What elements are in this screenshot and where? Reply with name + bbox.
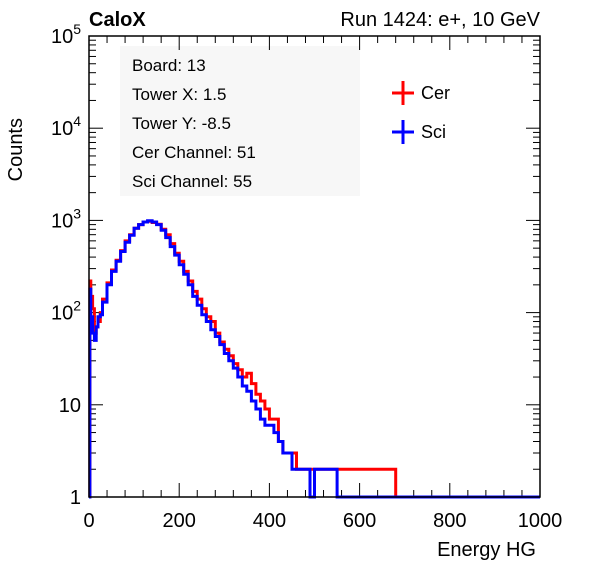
info-box: Board: 13 Tower X: 1.5 Tower Y: -8.5 Cer Ch… [120, 46, 360, 196]
left-title: CaloX [89, 9, 146, 31]
x-axis-label: Energy HG [437, 539, 536, 561]
legend: Cer Sci [392, 81, 450, 144]
x-tick-label: 200 [163, 510, 196, 532]
x-tick-label: 800 [433, 510, 466, 532]
y-tick-label: 104 [51, 113, 81, 140]
y-tick-label: 1 [70, 487, 81, 509]
right-title: Run 1424: e+, 10 GeV [340, 9, 540, 31]
x-tick-label: 0 [83, 510, 94, 532]
info-line: Cer Channel: 51 [132, 143, 256, 162]
axis-ticks: 0 200 400 600 800 1000 1 10 102 103 104 105 [51, 21, 562, 532]
info-line: Tower X: 1.5 [132, 85, 227, 104]
info-line: Sci Channel: 55 [132, 172, 252, 191]
legend-label-cer: Cer [421, 83, 450, 103]
plot-frame [88, 35, 541, 498]
x-tick-label: 1000 [518, 510, 563, 532]
series-line-cer [88, 219, 540, 499]
plot-border [88, 35, 541, 498]
info-box-background [120, 46, 360, 196]
y-tick-label: 102 [51, 298, 81, 325]
info-line: Tower Y: -8.5 [132, 114, 231, 133]
y-tick-label: 10 [59, 395, 81, 417]
x-tick-label: 600 [343, 510, 376, 532]
x-tick-label: 400 [253, 510, 286, 532]
y-tick-label: 105 [51, 21, 81, 48]
y-tick-label: 103 [51, 205, 81, 232]
legend-label-sci: Sci [421, 122, 446, 142]
info-line: Board: 13 [132, 56, 206, 75]
series-layer [88, 219, 540, 499]
series-line-sci [88, 219, 540, 499]
y-axis-label: Counts [5, 118, 27, 181]
